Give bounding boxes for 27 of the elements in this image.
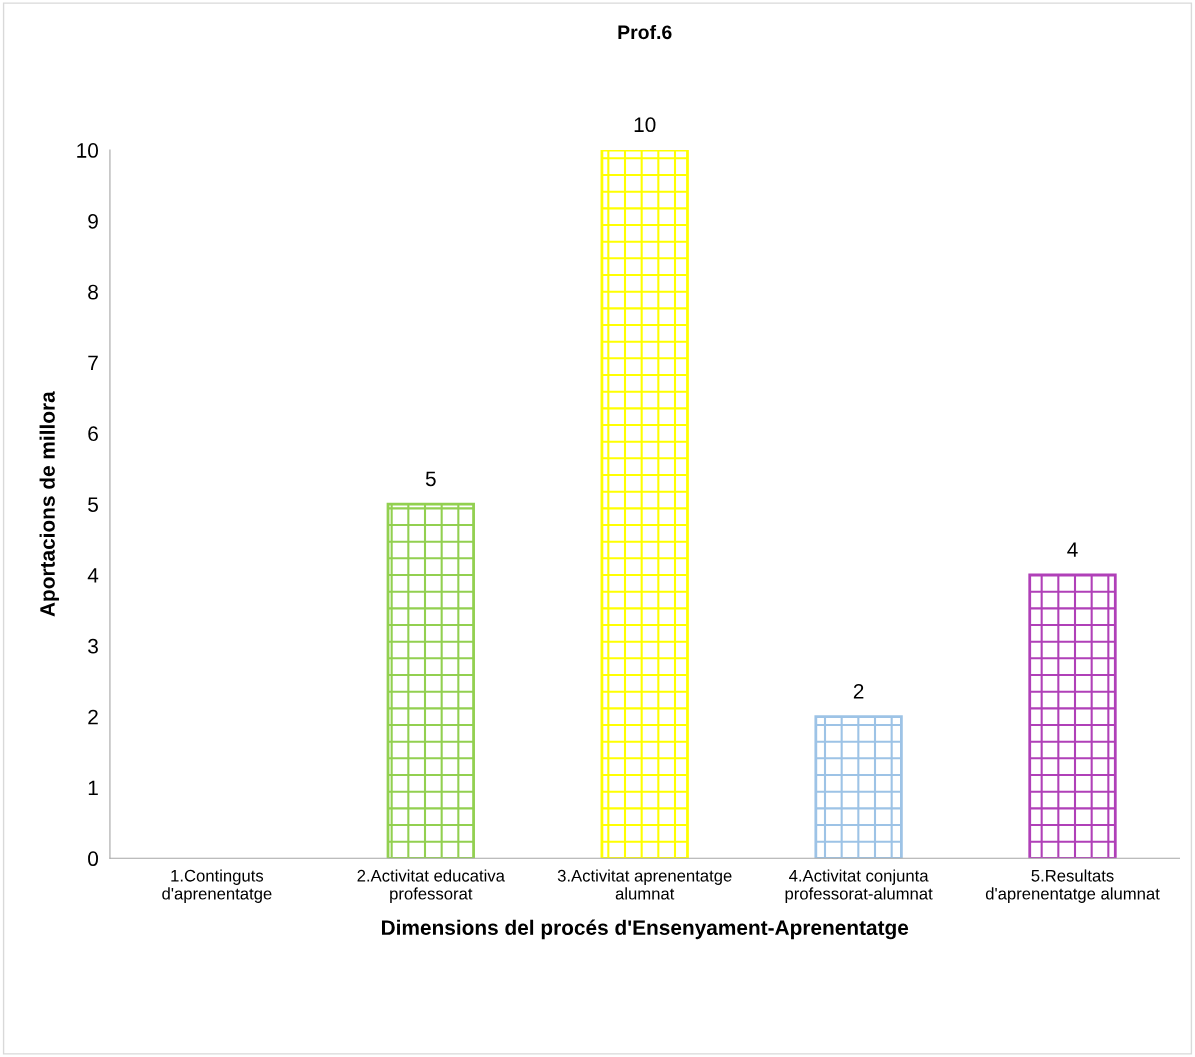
y-tick-label: 6 [88, 426, 98, 442]
x-tick-label: 5.Resultats d'aprenentatge alumnat [985, 869, 1160, 903]
x-tick-label: 4.Activitat conjunta professorat-alumnat [785, 869, 933, 903]
bar [386, 502, 475, 859]
x-axis-title: Dimensions del procés d'Ensenyament-Aprenentatge [382, 919, 909, 940]
y-tick-label: 0 [88, 851, 99, 867]
y-tick-label: 5 [88, 497, 98, 512]
data-label: 5 [425, 471, 436, 487]
y-tick-label: 10 [77, 143, 99, 158]
y-tick-label: 3 [88, 638, 98, 654]
y-axis-title: Aportacions de millora [39, 391, 59, 617]
x-tick-label: 2.Activitat educativa professorat [357, 869, 505, 903]
bar [814, 715, 903, 859]
data-label: 4 [1067, 542, 1078, 557]
bar [600, 150, 689, 859]
y-tick-label: 1 [88, 780, 98, 796]
bar [1028, 573, 1117, 859]
y-tick-label: 9 [88, 213, 98, 229]
data-label: 2 [853, 683, 864, 699]
y-tick-label: 4 [87, 568, 99, 583]
y-tick-label: 7 [88, 355, 98, 371]
data-label: 10 [634, 117, 656, 133]
chart-title: Prof.6 [618, 24, 672, 40]
y-tick-label: 8 [88, 284, 98, 300]
x-tick-label: 3.Activitat aprenentatge alumnat [557, 869, 732, 900]
x-tick-label: 1.Continguts d'aprenentatge [162, 869, 272, 903]
y-tick-label: 2 [88, 709, 98, 725]
